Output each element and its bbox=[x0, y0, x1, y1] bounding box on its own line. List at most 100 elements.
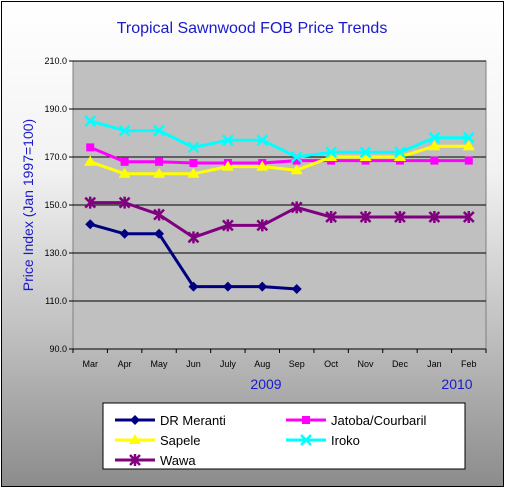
data-point bbox=[257, 281, 268, 292]
data-point bbox=[462, 131, 475, 144]
x-tick-label: Feb bbox=[461, 359, 477, 369]
data-point bbox=[84, 196, 97, 209]
legend-marker bbox=[129, 454, 141, 466]
data-point bbox=[394, 211, 406, 223]
legend: DR Meranti Jatoba/Courbaril Sapele Iroko Waw… bbox=[102, 402, 466, 470]
data-point bbox=[428, 140, 441, 151]
data-point bbox=[393, 151, 406, 161]
data-point bbox=[153, 208, 165, 221]
x-tick-label: Dec bbox=[392, 359, 409, 369]
data-point bbox=[154, 228, 165, 239]
x-tick-label: Apr bbox=[118, 359, 132, 369]
y-tick-label: 130.0 bbox=[44, 248, 67, 258]
series-line bbox=[90, 201, 469, 239]
y-axis-label: Price Index (Jan 1997=100) bbox=[20, 119, 36, 291]
legend-label: DR Meranti bbox=[160, 413, 226, 428]
y-tick-label: 210.0 bbox=[44, 56, 67, 66]
data-point bbox=[428, 211, 441, 223]
data-point bbox=[84, 115, 97, 127]
legend-label: Sapele bbox=[160, 433, 200, 448]
y-tick-label: 150.0 bbox=[44, 200, 67, 210]
series-line bbox=[89, 119, 469, 159]
series-line bbox=[89, 144, 469, 176]
data-point bbox=[394, 146, 406, 159]
legend-label: Wawa bbox=[160, 453, 196, 468]
y-tick-label: 190.0 bbox=[44, 104, 67, 114]
data-point bbox=[325, 211, 338, 223]
data-point bbox=[325, 146, 338, 159]
data-point bbox=[292, 156, 301, 165]
legend-item: Jatoba/Courbaril bbox=[286, 413, 426, 428]
x-tick-label: Sep bbox=[289, 359, 305, 369]
series-wawa bbox=[84, 196, 475, 244]
data-point bbox=[359, 151, 372, 161]
legend-label: Jatoba/Courbaril bbox=[331, 413, 426, 428]
y-tick-label: 170.0 bbox=[44, 152, 67, 162]
data-point bbox=[221, 219, 234, 232]
x-tick-label: Oct bbox=[324, 359, 339, 369]
data-point bbox=[430, 156, 439, 165]
data-point bbox=[221, 160, 234, 171]
x-tick-label: Aug bbox=[254, 359, 270, 369]
data-point bbox=[118, 124, 131, 137]
x-tick-label: Jun bbox=[186, 359, 201, 369]
data-point bbox=[359, 211, 372, 223]
x-axis-ticks: Mar Apr May Jun July Aug Sep Oct Nov Dec Jan Feb bbox=[72, 349, 487, 369]
data-point bbox=[155, 157, 164, 166]
data-point bbox=[359, 146, 372, 159]
data-point bbox=[256, 160, 269, 171]
data-point bbox=[187, 141, 200, 154]
data-point bbox=[462, 140, 475, 151]
legend-item: Iroko bbox=[286, 433, 360, 448]
data-point bbox=[118, 167, 131, 178]
data-point bbox=[187, 231, 200, 244]
data-point bbox=[462, 211, 475, 223]
legend-item: Wawa bbox=[115, 453, 196, 468]
chart-title: Tropical Sawnwood FOB Price Trends bbox=[117, 20, 388, 37]
data-point bbox=[189, 159, 198, 167]
legend-box bbox=[102, 402, 466, 470]
data-point bbox=[84, 155, 97, 166]
y-tick-label: 110.0 bbox=[45, 296, 67, 306]
legend-marker bbox=[300, 434, 312, 446]
data-point bbox=[428, 131, 441, 144]
legend-marker bbox=[129, 434, 141, 444]
data-point bbox=[256, 134, 269, 147]
data-point bbox=[119, 228, 130, 239]
data-point bbox=[464, 156, 473, 165]
x-tick-label: Nov bbox=[358, 359, 375, 369]
series-group bbox=[84, 115, 475, 294]
year-label-2009: 2009 bbox=[250, 376, 281, 392]
y-tick-label: 90.0 bbox=[49, 344, 67, 354]
data-point bbox=[290, 164, 303, 175]
data-point bbox=[187, 167, 200, 178]
series-dr-meranti bbox=[85, 219, 302, 294]
data-point bbox=[325, 151, 338, 161]
x-tick-label: Mar bbox=[82, 359, 98, 369]
legend-marker bbox=[302, 416, 310, 424]
legend-marker bbox=[130, 415, 140, 425]
series-sapele bbox=[84, 140, 475, 178]
data-point bbox=[256, 219, 269, 232]
x-tick-label: Jan bbox=[427, 359, 442, 369]
data-point bbox=[153, 124, 165, 137]
data-point bbox=[85, 219, 96, 230]
legend-label: Iroko bbox=[331, 433, 360, 448]
data-point bbox=[86, 143, 95, 152]
data-point bbox=[153, 167, 166, 178]
data-point bbox=[291, 284, 302, 294]
x-tick-label: May bbox=[151, 359, 169, 369]
year-label-2010: 2010 bbox=[441, 376, 472, 392]
data-point bbox=[221, 134, 234, 147]
series-iroko bbox=[84, 115, 475, 163]
data-point bbox=[222, 281, 233, 292]
x-tick-label: July bbox=[220, 359, 237, 369]
data-point bbox=[120, 157, 129, 166]
data-point bbox=[290, 201, 303, 214]
legend-item: Sapele bbox=[115, 433, 200, 448]
data-point bbox=[290, 151, 303, 163]
y-axis-ticks: 210.0 190.0 170.0 150.0 130.0 110.0 90.0 bbox=[44, 56, 73, 354]
data-point bbox=[118, 196, 131, 209]
data-point bbox=[188, 281, 199, 292]
